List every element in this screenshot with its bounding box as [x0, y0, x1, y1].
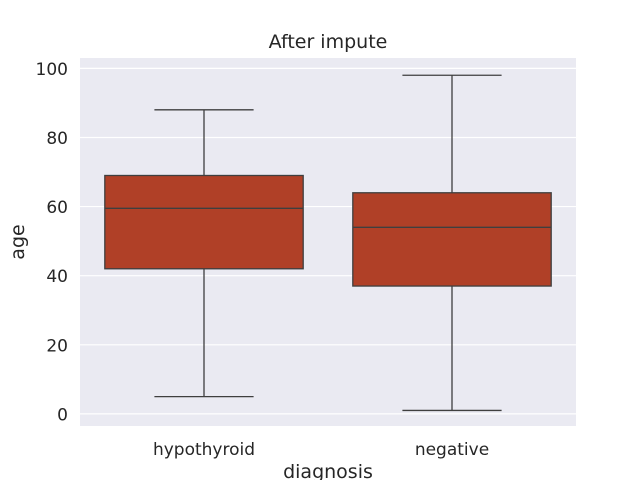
iqr-box: [104, 174, 304, 270]
boxes: [104, 74, 552, 412]
y-tick-label: 80: [46, 129, 68, 149]
iqr-box: [352, 192, 552, 287]
y-tick-label: 20: [46, 336, 68, 356]
x-tick-label: hypothyroid: [153, 440, 255, 460]
y-tick-label: 0: [57, 405, 68, 425]
x-axis-label: diagnosis: [283, 461, 373, 480]
box-hypothyroid: [104, 109, 304, 398]
x-tick-labels: hypothyroid negative: [153, 440, 489, 460]
box-negative: [352, 74, 552, 412]
x-tick-label: negative: [415, 440, 489, 460]
y-tick-label: 60: [46, 198, 68, 218]
y-tick-labels: 0 20 40 60 80 100: [36, 60, 68, 426]
y-tick-label: 100: [36, 60, 68, 80]
y-tick-label: 40: [46, 267, 68, 287]
chart-title: After impute: [269, 31, 388, 53]
y-axis-label: age: [7, 224, 29, 259]
